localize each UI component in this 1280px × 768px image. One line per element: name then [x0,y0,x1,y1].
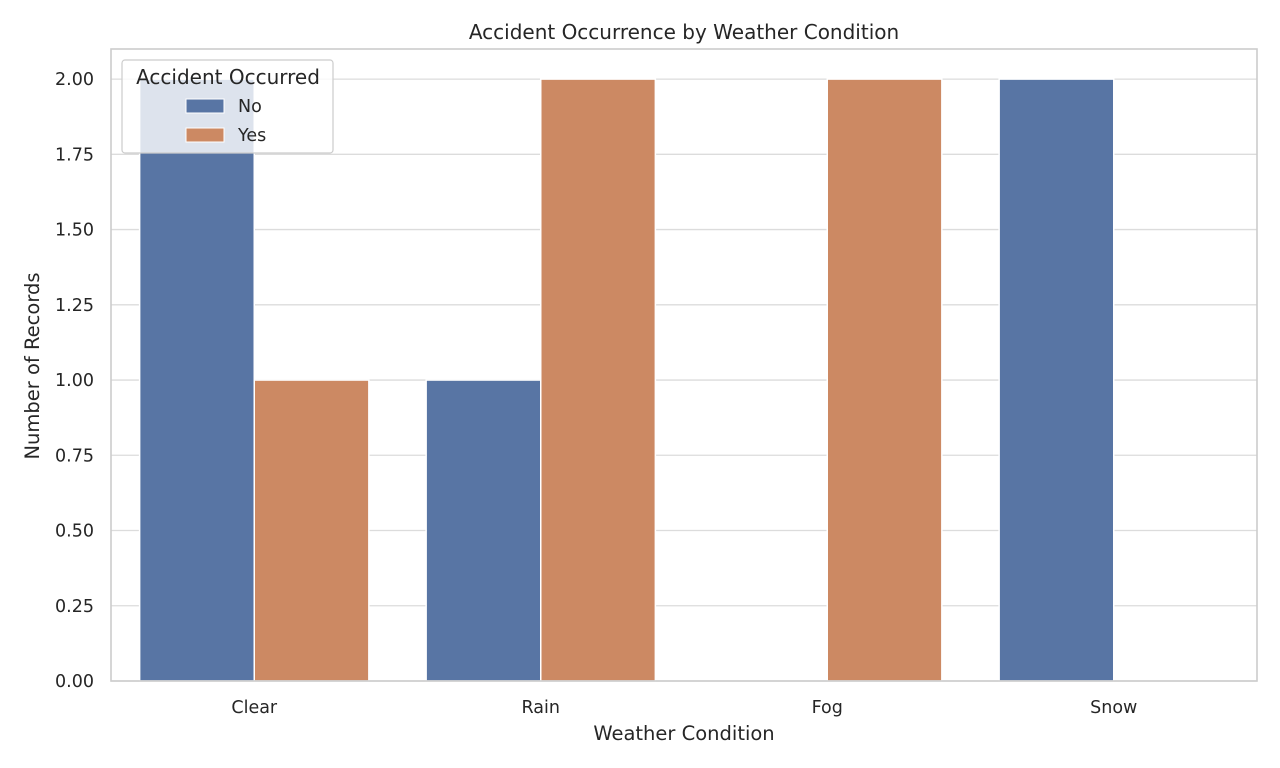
y-tick-label: 0.25 [55,597,94,617]
y-tick-label: 1.25 [55,296,94,316]
x-tick-label: Clear [231,698,278,718]
y-tick-label: 1.00 [55,371,94,391]
y-tick-label: 0.00 [55,672,94,692]
bar-snow-no [998,78,1115,682]
y-tick-label: 2.00 [55,70,94,90]
legend-label-yes: Yes [237,126,266,146]
bar-clear-no [138,78,255,682]
x-axis-label: Weather Condition [593,722,774,745]
bar-fog-yes [826,78,943,682]
plot-area-border [110,48,1258,682]
y-tick-label: 1.75 [55,145,94,165]
legend-swatch-no [185,98,225,114]
x-tick-label: Snow [1090,698,1137,718]
bars [138,78,1115,682]
y-axis-label: Number of Records [21,272,44,459]
legend: Accident Occurred No Yes [121,59,334,154]
y-axis-ticks: 0.00 0.25 0.50 0.75 1.00 1.25 1.50 1.75 2.00 [55,70,94,692]
bar-rain-yes [540,78,657,682]
legend-title: Accident Occurred [136,65,320,89]
y-tick-label: 1.50 [55,221,94,241]
x-tick-label: Fog [812,698,843,718]
x-axis-ticks: Clear Rain Fog Snow [231,698,1137,718]
legend-swatch-yes [185,127,225,143]
bar-clear-yes [253,379,370,682]
y-tick-label: 0.50 [55,522,94,542]
legend-box [121,59,334,154]
bar-rain-no [425,379,542,682]
y-tick-label: 0.75 [55,446,94,466]
x-tick-label: Rain [522,698,560,718]
legend-label-no: No [238,97,262,117]
chart-title: Accident Occurrence by Weather Condition [469,20,899,44]
